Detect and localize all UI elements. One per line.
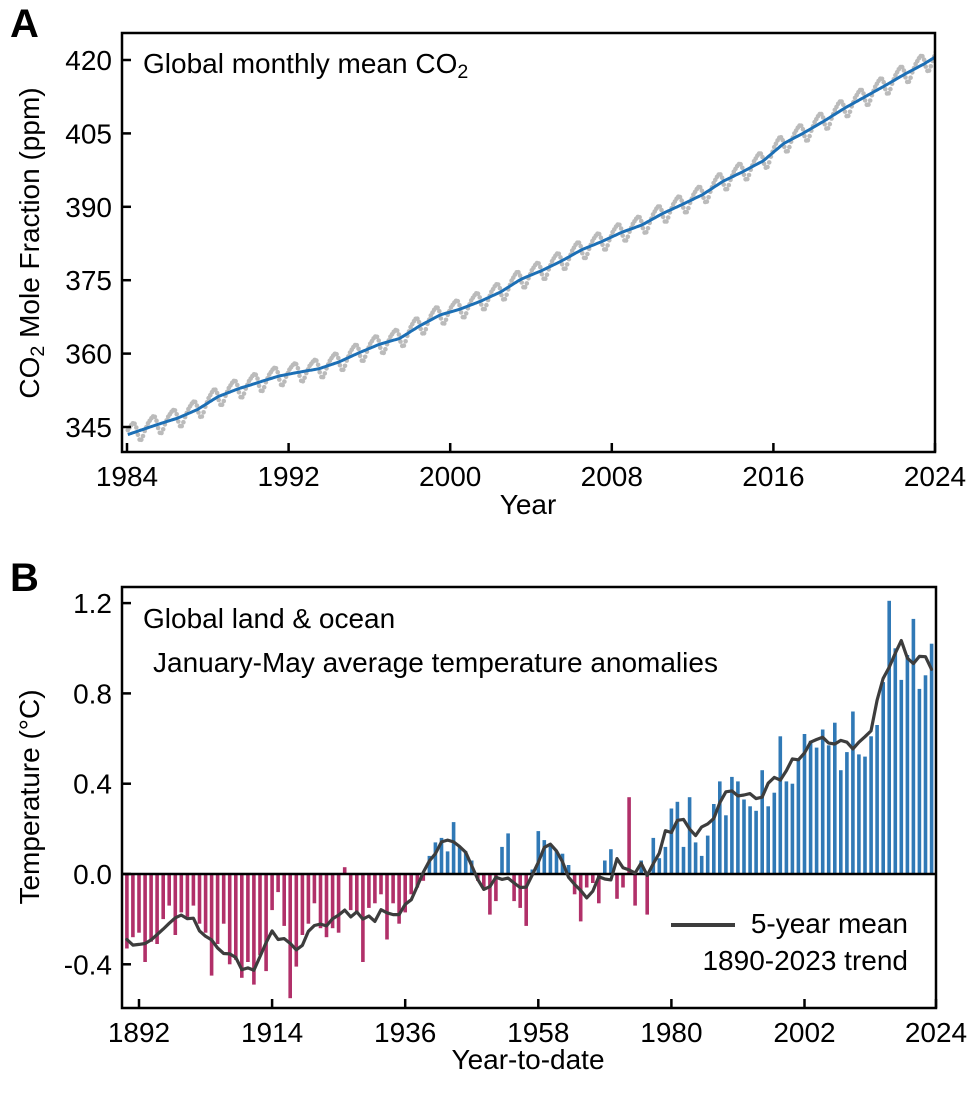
temperature-anomaly-bars [125, 600, 934, 999]
svg-text:2016: 2016 [742, 461, 804, 492]
panel-a-x-axis-label: Year [499, 489, 557, 520]
legend-label-trend-range: 1890-2023 trend [702, 945, 908, 976]
legend-row-2: 1890-2023 trend [671, 945, 908, 982]
svg-text:1980: 1980 [640, 1017, 702, 1048]
panel-b-y-ticks: -0.4 0.0 0.4 0.8 1.2 [64, 588, 131, 980]
panel-a-x-ticks: 1984 1992 2000 2008 2016 2024 [96, 443, 966, 492]
svg-text:0.8: 0.8 [73, 678, 112, 709]
svg-text:1.2: 1.2 [73, 588, 112, 619]
legend-label-5-year-mean: 5-year mean [750, 908, 908, 939]
panel-b-letter: B [10, 556, 39, 600]
panel-b-x-ticks: 1892 1914 1936 1958 1980 2002 2024 [108, 999, 967, 1048]
svg-text:1936: 1936 [374, 1017, 436, 1048]
five-year-mean-legend: 5-year mean 1890-2023 trend [670, 908, 908, 982]
panel-a-letter: A [10, 2, 39, 46]
svg-text:2000: 2000 [419, 461, 481, 492]
panel-b-plot [122, 600, 936, 999]
panel-a-title-text: Global monthly mean CO [143, 48, 458, 79]
co2-deseasonalized-trend-line [127, 55, 935, 436]
svg-text:375: 375 [65, 265, 112, 296]
svg-text:-0.4: -0.4 [64, 949, 112, 980]
svg-text:420: 420 [65, 45, 112, 76]
panel-a-ylabel-subscript: 2 [27, 345, 50, 357]
panel-a-ylabel-pre: CO [13, 356, 45, 399]
svg-text:1892: 1892 [108, 1017, 170, 1048]
panel-a-y-ticks: 345 360 375 390 405 420 [65, 45, 131, 443]
panel-b-y-axis-label: Temperature (°C) [13, 689, 45, 905]
five-year-mean-line-swatch [670, 923, 735, 927]
svg-text:360: 360 [65, 339, 112, 370]
svg-text:0.4: 0.4 [73, 769, 112, 800]
panel-b-title-line1: Global land & ocean [143, 603, 396, 634]
panel-a-title: Global monthly mean CO2 [143, 48, 469, 84]
panel-b-x-axis-label: Year-to-date [451, 1044, 605, 1075]
svg-text:1984: 1984 [96, 461, 158, 492]
svg-text:345: 345 [65, 412, 112, 443]
svg-text:2008: 2008 [581, 461, 643, 492]
legend-row-1: 5-year mean [670, 908, 908, 945]
panel-a-y-axis-label: CO2 Mole Fraction (ppm) [13, 87, 50, 399]
co2-monthly-dots [125, 49, 935, 443]
panel-a-title-subscript: 2 [457, 61, 469, 84]
svg-text:390: 390 [65, 192, 112, 223]
panel-a-plot [125, 49, 935, 443]
svg-text:1914: 1914 [241, 1017, 303, 1048]
svg-text:2024: 2024 [904, 461, 966, 492]
panel-b-title-line2: January-May average temperature anomalie… [153, 647, 718, 678]
panel-b-frame [120, 585, 938, 1010]
svg-text:0.0: 0.0 [73, 859, 112, 890]
svg-text:2002: 2002 [773, 1017, 835, 1048]
panel-a-ylabel-post: Mole Fraction (ppm) [13, 87, 45, 346]
svg-text:2024: 2024 [905, 1017, 967, 1048]
five-year-mean-line [125, 638, 934, 972]
svg-text:1992: 1992 [257, 461, 319, 492]
panel-a-frame [120, 31, 937, 454]
svg-text:405: 405 [65, 118, 112, 149]
svg-text:1958: 1958 [507, 1017, 569, 1048]
